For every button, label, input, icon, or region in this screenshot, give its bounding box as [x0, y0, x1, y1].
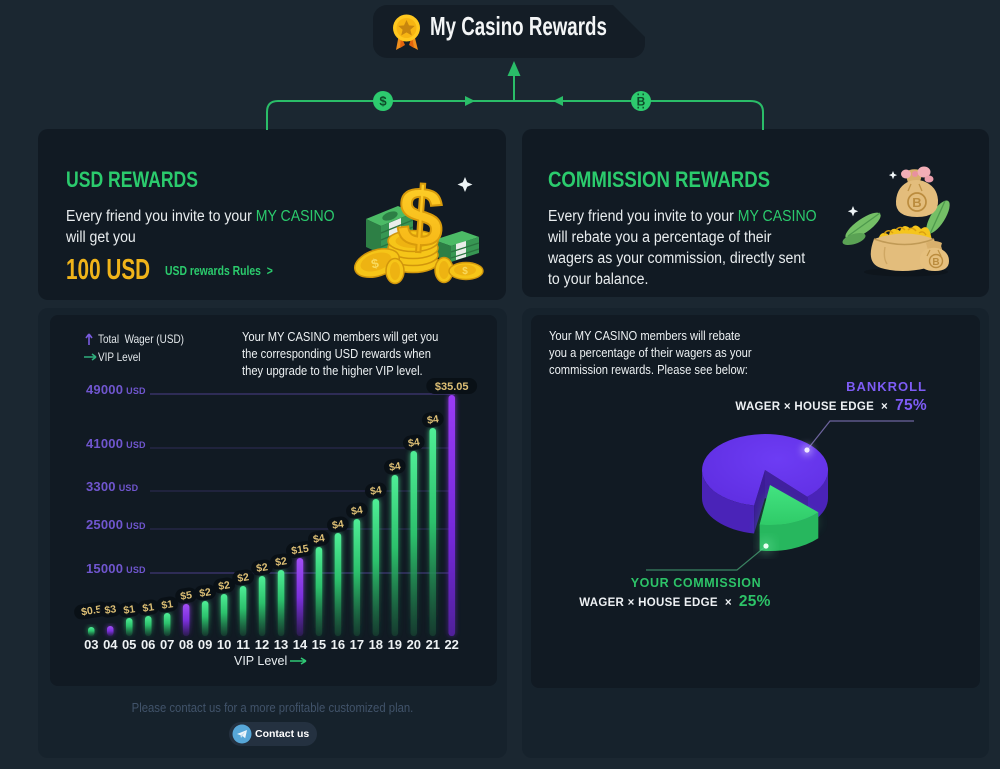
svg-text:B: B [637, 95, 646, 109]
svg-text:$: $ [379, 94, 387, 109]
